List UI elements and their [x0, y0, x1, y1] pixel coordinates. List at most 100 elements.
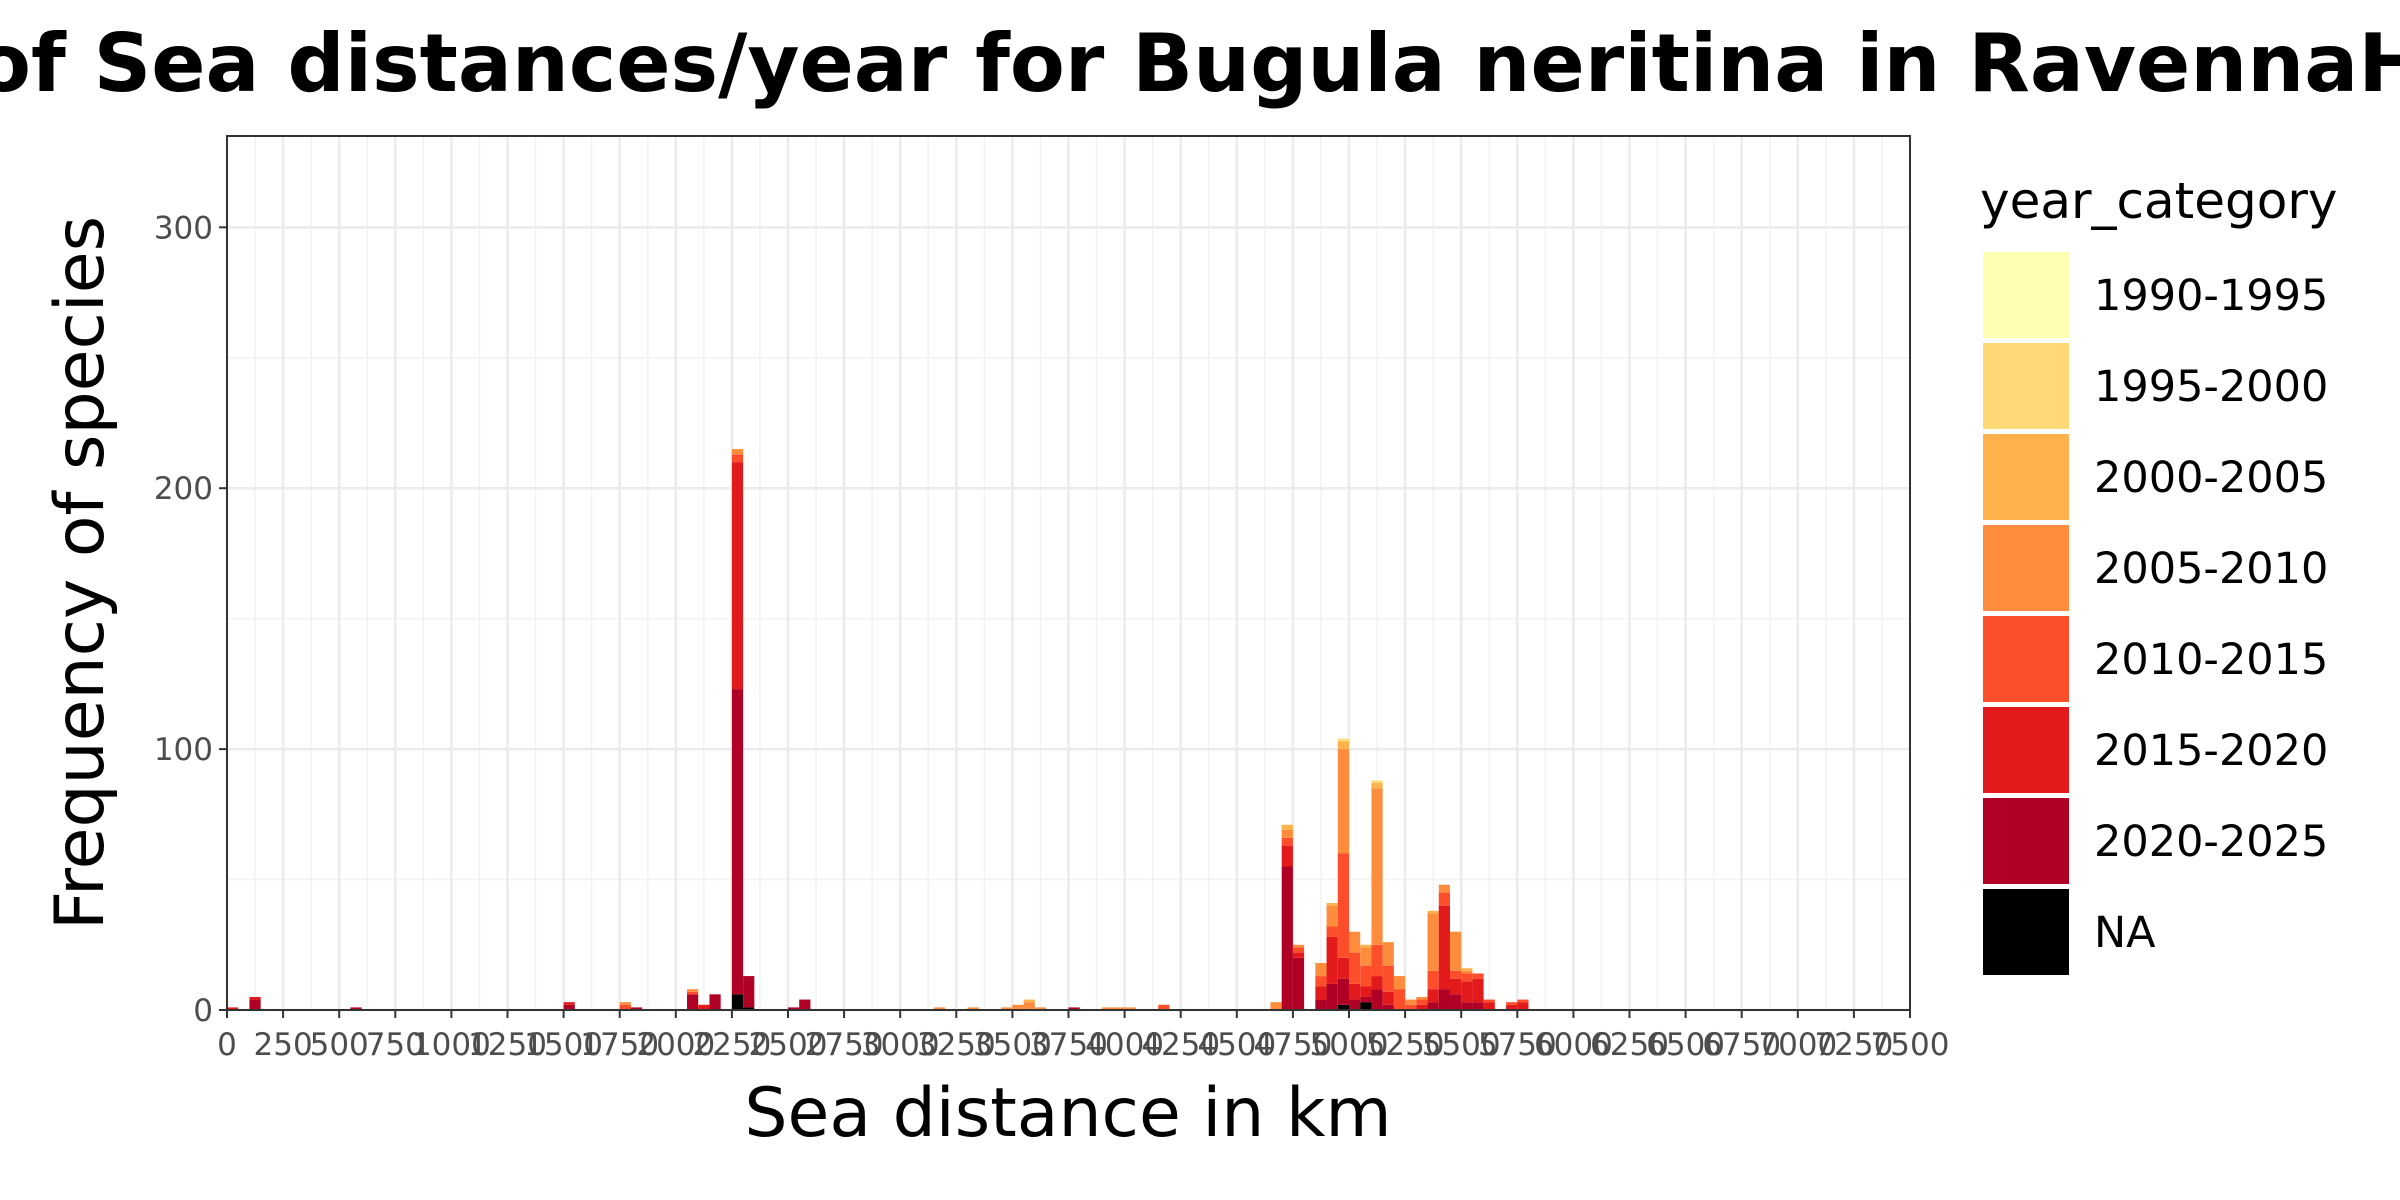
bar-segment — [1461, 968, 1473, 971]
bar-segment — [1360, 986, 1372, 997]
bar-segment — [799, 999, 811, 1010]
bar-segment — [1483, 999, 1495, 1003]
bar-segment — [1124, 1007, 1136, 1010]
bar-segment — [1281, 866, 1293, 1010]
bar-segment — [1461, 981, 1473, 1003]
bar-segment — [698, 1004, 710, 1010]
legend-swatch — [1983, 434, 2069, 520]
bar-segment — [1461, 1002, 1473, 1010]
bar-segment — [1315, 986, 1327, 1000]
bar-segment — [1012, 1004, 1024, 1010]
bar-segment — [1517, 1002, 1529, 1010]
bar-segment — [1506, 1002, 1518, 1005]
bar-segment — [1382, 991, 1394, 1005]
bar-segment — [967, 1007, 979, 1010]
bar-segment — [1371, 783, 1383, 789]
bar-segment — [619, 1002, 631, 1005]
x-tick-label: 4500 — [1197, 1027, 1276, 1063]
y-tick-label: 0 — [193, 993, 213, 1029]
bar-segment — [1023, 999, 1035, 1003]
bar-segment — [1292, 944, 1305, 948]
bar-segment — [1158, 1004, 1170, 1010]
x-tick-label: 2500 — [749, 1027, 828, 1063]
bar-segment — [1281, 824, 1293, 830]
bar-segment — [1326, 905, 1338, 927]
x-tick-label: 5500 — [1422, 1027, 1501, 1063]
bar-segment — [1360, 965, 1372, 987]
bar-segment — [1068, 1007, 1080, 1010]
bar-segment — [1382, 942, 1394, 966]
x-tick-label: 7250 — [1814, 1027, 1893, 1063]
bar-segment — [1337, 957, 1349, 979]
bar-segment — [731, 462, 744, 690]
legend-title: year_category — [1980, 172, 2338, 230]
bar-segment — [1281, 845, 1293, 867]
bar-segment — [1315, 999, 1327, 1010]
x-tick-label: 4750 — [1253, 1027, 1332, 1063]
bar-segment — [1102, 1007, 1114, 1010]
x-tick-label: 3500 — [973, 1027, 1052, 1063]
legend-swatch — [1983, 798, 2069, 884]
bar-segment — [1270, 1002, 1282, 1010]
bar-segment — [1337, 853, 1349, 958]
x-tick-label: 3000 — [861, 1027, 940, 1063]
bar-segment — [1337, 978, 1349, 1005]
bar-segment — [1023, 1002, 1035, 1010]
bar-segment — [788, 1007, 800, 1010]
legend-label: 2015-2020 — [2094, 726, 2328, 776]
bar-segment — [1371, 780, 1383, 784]
bar-segment — [1281, 837, 1293, 846]
bar-segment — [1382, 1004, 1394, 1010]
bar-segment — [1349, 983, 1361, 1000]
x-axis-title: Sea distance in km — [744, 1074, 1391, 1153]
bar-segment — [1360, 996, 1372, 1003]
x-tick-label: 7500 — [1871, 1027, 1950, 1063]
bar-segment — [687, 994, 699, 1010]
legend-swatch — [1983, 616, 2069, 702]
bar-segment — [1416, 999, 1428, 1005]
y-tick-label: 100 — [154, 732, 213, 768]
bar-segment — [1349, 999, 1361, 1010]
bar-segment — [731, 994, 744, 1010]
x-tick-label: 2750 — [805, 1027, 884, 1063]
x-tick-label: 2250 — [692, 1027, 771, 1063]
bar-segment — [1438, 884, 1450, 893]
legend-swatch — [1983, 343, 2069, 429]
bar-segment — [1449, 970, 1462, 979]
x-tick-label: 5000 — [1310, 1027, 1389, 1063]
y-tick-label: 200 — [154, 471, 213, 507]
x-tick-label: 250 — [254, 1027, 313, 1063]
bar-segment — [1349, 931, 1361, 953]
bar-segment — [1449, 931, 1462, 971]
bar-segment — [1360, 944, 1372, 948]
bar-segment — [1001, 1007, 1013, 1010]
bar-segment — [249, 996, 261, 1000]
bar-segment — [1472, 1002, 1484, 1010]
legend-label: 2020-2025 — [2094, 817, 2328, 867]
x-tick-label: 750 — [366, 1027, 425, 1063]
bar-segment — [933, 1007, 946, 1010]
bar-segment — [1371, 944, 1383, 977]
bar-segment — [687, 989, 699, 992]
x-tick-label: 3250 — [917, 1027, 996, 1063]
bar-segment — [1393, 989, 1406, 1010]
bar-segment — [1382, 965, 1394, 992]
bar-segment — [249, 999, 261, 1010]
x-tick-label: 4000 — [1085, 1027, 1164, 1063]
bar-segment — [1292, 952, 1305, 958]
bar-segment — [1360, 1002, 1372, 1010]
bar-segment — [1483, 1002, 1495, 1010]
bar-segment — [1337, 1004, 1349, 1010]
x-tick-label: 6750 — [1702, 1027, 1781, 1063]
y-axis-title: Frequency of species — [41, 216, 120, 930]
legend-swatch — [1983, 525, 2069, 611]
x-tick-label: 5250 — [1366, 1027, 1445, 1063]
bar-segment — [1393, 976, 1406, 990]
x-tick-label: 2000 — [636, 1027, 715, 1063]
major-gridlines — [225, 136, 1912, 1012]
chart-title: Frequencies of Sea distances/year for Bu… — [0, 17, 2400, 110]
bar-segment — [1405, 999, 1417, 1005]
minor-gridlines — [227, 136, 1910, 1010]
bar-segment — [1326, 903, 1338, 906]
